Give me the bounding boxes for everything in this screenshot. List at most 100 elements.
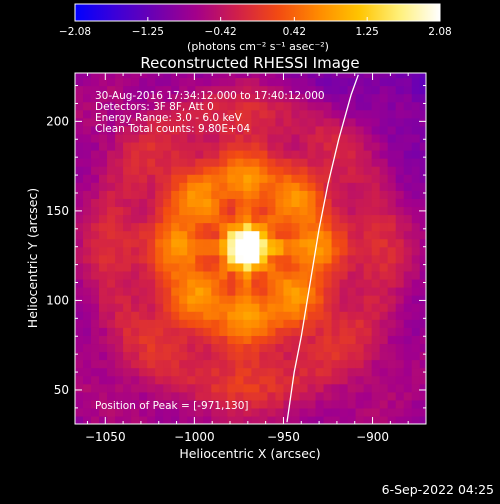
heatmap-pixel — [419, 359, 426, 369]
heatmap-pixel — [203, 125, 212, 135]
heatmap-pixel — [355, 335, 365, 345]
heatmap-pixel — [347, 254, 357, 264]
heatmap-pixel — [203, 93, 212, 103]
heatmap-pixel — [291, 125, 301, 135]
heatmap-pixel — [371, 133, 381, 143]
heatmap-pixel — [187, 343, 196, 353]
heatmap-pixel — [91, 399, 100, 409]
heatmap-pixel — [99, 351, 108, 361]
heatmap-pixel — [171, 230, 180, 240]
heatmap-pixel — [347, 343, 357, 353]
heatmap-pixel — [411, 222, 421, 232]
heatmap-pixel — [227, 254, 236, 264]
heatmap-pixel — [203, 319, 212, 328]
heatmap-pixel — [187, 351, 196, 361]
heatmap-pixel — [203, 166, 212, 175]
heatmap-pixel — [227, 295, 236, 304]
heatmap-pixel — [307, 198, 317, 208]
heatmap-pixel — [339, 206, 349, 216]
heatmap-pixel — [179, 101, 188, 111]
heatmap-pixel — [307, 303, 317, 312]
heatmap-pixel — [139, 278, 148, 288]
heatmap-pixel — [203, 182, 212, 191]
heatmap-pixel — [347, 367, 357, 377]
heatmap-pixel — [387, 319, 397, 328]
heatmap-pixel — [387, 327, 397, 336]
heatmap-pixel — [147, 367, 156, 377]
heatmap-pixel — [275, 375, 285, 385]
heatmap-pixel — [179, 117, 188, 127]
heatmap-pixel — [139, 319, 148, 328]
heatmap-pixel — [363, 198, 373, 208]
heatmap-pixel — [75, 327, 84, 336]
heatmap-pixel — [259, 246, 269, 256]
heatmap-pixel — [227, 359, 236, 369]
heatmap-pixel — [155, 319, 164, 328]
heatmap-pixel — [267, 77, 277, 87]
heatmap-pixel — [195, 230, 204, 240]
heatmap-pixel — [419, 383, 426, 393]
heatmap-pixel — [419, 287, 426, 296]
heatmap-pixel — [347, 270, 357, 280]
heatmap-pixel — [403, 359, 413, 369]
heatmap-pixel — [155, 391, 164, 401]
heatmap-pixel — [403, 311, 413, 320]
heatmap-pixel — [115, 206, 124, 216]
heatmap-pixel — [275, 319, 285, 328]
heatmap-pixel — [107, 73, 116, 79]
heatmap-pixel — [99, 190, 108, 199]
heatmap-pixel — [163, 117, 172, 127]
heatmap-pixel — [155, 343, 164, 353]
heatmap-pixel — [347, 383, 357, 393]
heatmap-pixel — [259, 174, 269, 183]
heatmap-pixel — [115, 254, 124, 264]
heatmap-pixel — [131, 190, 140, 199]
heatmap-pixel — [403, 270, 413, 280]
heatmap-pixel — [155, 415, 164, 424]
heatmap-pixel — [411, 327, 421, 336]
heatmap-pixel — [187, 222, 196, 232]
heatmap-pixel — [107, 214, 116, 224]
heatmap-pixel — [235, 133, 244, 143]
heatmap-pixel — [227, 327, 236, 336]
heatmap-pixel — [179, 166, 188, 175]
heatmap-pixel — [403, 327, 413, 336]
heatmap-pixel — [123, 222, 132, 232]
heatmap-pixel — [267, 93, 277, 103]
heatmap-pixel — [99, 311, 108, 320]
heatmap-pixel — [107, 125, 116, 135]
heatmap-pixel — [419, 391, 426, 401]
heatmap-pixel — [123, 190, 132, 199]
heatmap-pixel — [203, 158, 212, 167]
heatmap-pixel — [395, 125, 405, 135]
heatmap-pixel — [355, 311, 365, 320]
heatmap-pixel — [243, 295, 252, 304]
heatmap-pixel — [355, 182, 365, 191]
heatmap-pixel — [307, 222, 317, 232]
heatmap-pixel — [267, 399, 277, 409]
heatmap-pixel — [219, 190, 228, 199]
heatmap-pixel — [155, 141, 164, 151]
heatmap-pixel — [371, 93, 381, 103]
heatmap-pixel — [299, 101, 309, 111]
heatmap-pixel — [283, 399, 293, 409]
heatmap-pixel — [219, 230, 228, 240]
heatmap-pixel — [155, 85, 164, 95]
heatmap-pixel — [419, 319, 426, 328]
heatmap-pixel — [147, 262, 156, 272]
heatmap-pixel — [411, 254, 421, 264]
heatmap-pixel — [251, 174, 261, 183]
heatmap-pixel — [331, 214, 341, 224]
heatmap-pixel — [267, 391, 277, 401]
heatmap-pixel — [115, 303, 124, 312]
heatmap-pixel — [243, 351, 252, 361]
heatmap-pixel — [91, 150, 100, 159]
heatmap-pixel — [355, 319, 365, 328]
heatmap-pixel — [155, 182, 164, 191]
heatmap-pixel — [139, 343, 148, 353]
heatmap-pixel — [139, 391, 148, 401]
heatmap-pixel — [379, 174, 389, 183]
heatmap-pixel — [403, 166, 413, 175]
